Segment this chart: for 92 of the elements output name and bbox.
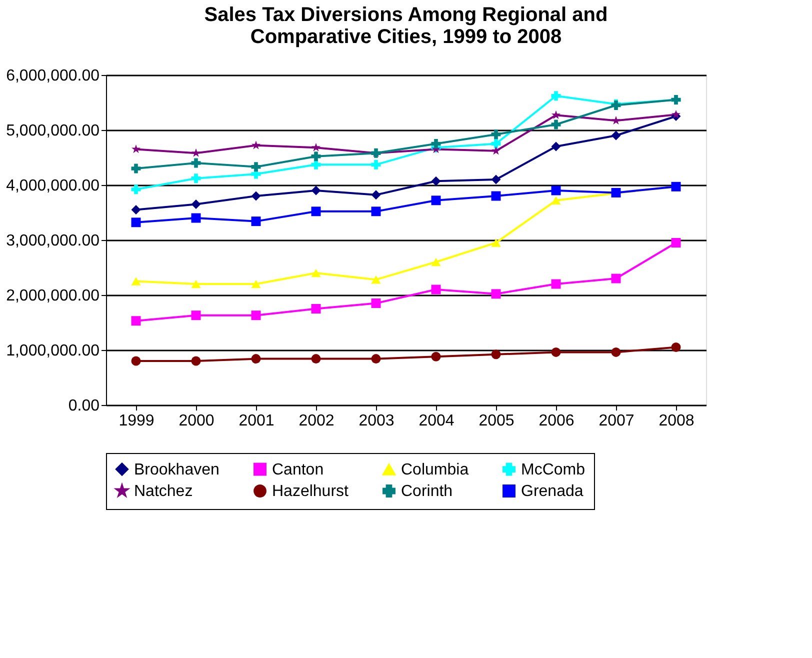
- point: [431, 258, 441, 266]
- y-tick-label: 6,000,000.00: [6, 68, 100, 84]
- point: [551, 196, 561, 205]
- point: [371, 298, 381, 308]
- point: [251, 162, 261, 172]
- point: [191, 356, 201, 366]
- point: [371, 275, 381, 284]
- point: [551, 91, 561, 101]
- point: [191, 213, 201, 223]
- x-tick-label: 2008: [658, 412, 694, 430]
- point: [131, 205, 141, 214]
- y-tick-label: 2,000,000.00: [6, 288, 100, 304]
- point: [491, 191, 501, 201]
- point: [251, 191, 261, 201]
- point: [491, 350, 501, 360]
- point: [551, 186, 561, 196]
- point: [311, 152, 321, 162]
- point: [191, 200, 201, 209]
- point: [431, 176, 441, 186]
- legend-label: Brookhaven: [134, 461, 220, 478]
- point: [311, 142, 321, 152]
- point: [491, 174, 501, 184]
- y-tick-label: 1,000,000.00: [6, 342, 100, 360]
- point: [311, 186, 321, 196]
- y-tick-label: 0.00: [68, 398, 100, 414]
- point: [491, 130, 501, 140]
- y-tick-label: 3,000,000.00: [6, 232, 100, 250]
- x-tick-label: 2003: [358, 412, 394, 430]
- point: [431, 352, 441, 362]
- x-tick-label: 2006: [538, 412, 574, 430]
- point: [551, 347, 561, 357]
- point: [671, 238, 681, 248]
- point: [131, 164, 141, 174]
- point: [551, 110, 561, 119]
- point: [371, 354, 381, 364]
- point: [251, 310, 261, 320]
- point: [131, 218, 141, 228]
- point: [251, 216, 261, 226]
- point: [491, 289, 501, 299]
- point: [671, 110, 681, 118]
- point: [551, 120, 561, 130]
- point: [611, 274, 621, 284]
- point: [131, 316, 141, 326]
- x-tick-label: 2000: [178, 412, 214, 430]
- point: [431, 196, 441, 206]
- legend-label: Canton: [272, 461, 324, 478]
- y-tick-label: 5,000,000.00: [6, 122, 100, 140]
- point: [131, 144, 141, 154]
- point: [191, 280, 201, 288]
- y-tick-label: 4,000,000.00: [6, 178, 100, 194]
- point: [611, 116, 621, 124]
- point: [611, 347, 621, 357]
- point: [431, 139, 441, 148]
- x-tick-label: 2002: [298, 412, 334, 430]
- legend-label: McComb: [521, 461, 586, 478]
- point: [491, 139, 501, 148]
- point: [251, 140, 261, 150]
- point: [191, 158, 201, 168]
- point: [131, 277, 141, 286]
- point: [371, 190, 381, 200]
- x-tick-label: 2001: [238, 412, 274, 430]
- point: [431, 284, 441, 294]
- point: [311, 304, 321, 314]
- x-tick-label: 2007: [598, 412, 634, 430]
- legend-label: Natchez: [134, 483, 193, 500]
- point: [371, 206, 381, 216]
- x-tick-label: 2005: [478, 412, 514, 430]
- point: [311, 268, 321, 278]
- x-tick-label: 1999: [118, 412, 154, 430]
- legend-label: Hazelhurst: [272, 483, 350, 500]
- point: [311, 354, 321, 364]
- point: [191, 174, 201, 184]
- point: [551, 279, 561, 289]
- point: [491, 238, 501, 247]
- point: [491, 146, 501, 155]
- point: [251, 354, 261, 364]
- chart-title: Sales Tax Diversions Among Regional and Comparative Cities, 1999 to 2008: [204, 4, 608, 48]
- point: [311, 206, 321, 216]
- legend-label: Grenada: [521, 483, 584, 500]
- point: [371, 160, 381, 170]
- point: [191, 310, 201, 320]
- point: [551, 142, 561, 152]
- point: [611, 130, 621, 140]
- point: [131, 184, 141, 194]
- legend-label: Columbia: [401, 462, 469, 479]
- point: [311, 160, 321, 170]
- point: [131, 356, 141, 366]
- point: [671, 342, 681, 352]
- point: [191, 148, 201, 157]
- point: [251, 280, 261, 288]
- x-tick-label: 2004: [418, 412, 454, 430]
- legend-label: Corinth: [401, 483, 453, 500]
